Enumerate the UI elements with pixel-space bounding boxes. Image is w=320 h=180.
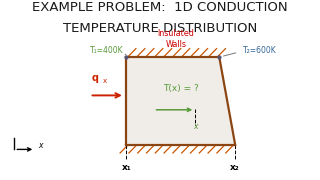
- Text: TEMPERATURE DISTRIBUTION: TEMPERATURE DISTRIBUTION: [63, 22, 257, 35]
- Polygon shape: [126, 57, 235, 145]
- Text: Insulated: Insulated: [157, 29, 195, 38]
- Text: q: q: [91, 73, 98, 83]
- Text: T(x) = ?: T(x) = ?: [163, 84, 199, 93]
- Text: x: x: [193, 122, 197, 131]
- Text: EXAMPLE PROBLEM:  1D CONDUCTION: EXAMPLE PROBLEM: 1D CONDUCTION: [32, 1, 288, 14]
- Text: Walls: Walls: [165, 40, 187, 49]
- Text: x₂: x₂: [230, 163, 240, 172]
- Text: T₁=400K: T₁=400K: [90, 46, 123, 55]
- Text: T₂=600K: T₂=600K: [243, 46, 277, 55]
- Text: x₁: x₁: [122, 163, 131, 172]
- Text: x: x: [38, 141, 43, 150]
- Text: x: x: [102, 78, 107, 84]
